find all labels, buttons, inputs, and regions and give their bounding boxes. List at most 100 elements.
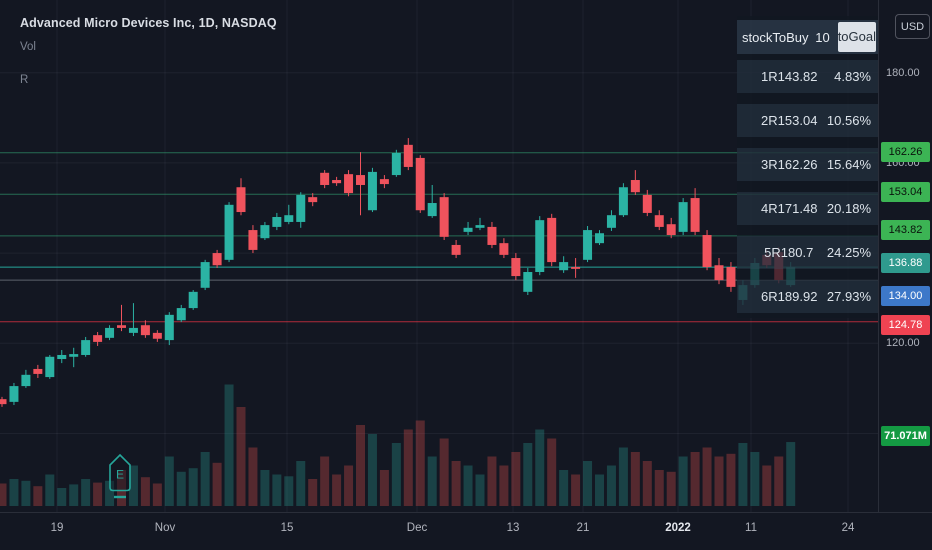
r-table-row[interactable]: 4R 171.48 20.18%	[737, 192, 878, 225]
volume-bar[interactable]	[583, 461, 593, 506]
volume-bar[interactable]	[176, 471, 186, 506]
volume-bar[interactable]	[272, 474, 282, 507]
candle[interactable]	[344, 170, 354, 197]
volume-bar[interactable]	[236, 407, 246, 506]
volume-bar[interactable]	[750, 452, 760, 506]
candle[interactable]	[571, 258, 581, 278]
volume-bar[interactable]	[463, 465, 473, 507]
volume-bar[interactable]	[69, 484, 79, 506]
volume-bar[interactable]	[117, 470, 126, 506]
candle[interactable]	[212, 249, 222, 268]
volume-bar[interactable]	[33, 486, 43, 506]
volume-bar[interactable]	[630, 452, 640, 506]
candle[interactable]	[618, 183, 628, 217]
candle[interactable]	[583, 226, 593, 263]
volume-bar[interactable]	[762, 465, 772, 507]
volume-bar[interactable]	[200, 452, 210, 506]
time-axis[interactable]: 19 Nov 15 Dec 13 21 2022 11 24	[0, 512, 932, 550]
volume-bar[interactable]	[81, 479, 91, 506]
candle[interactable]	[81, 336, 91, 357]
volume-bar[interactable]	[451, 461, 461, 506]
candle[interactable]	[523, 267, 533, 296]
volume-bar[interactable]	[714, 456, 724, 507]
r-table-row[interactable]: 1R 143.82 4.83%	[737, 60, 878, 93]
volume-bar[interactable]	[164, 456, 174, 507]
candle[interactable]	[487, 221, 497, 249]
volume-bar[interactable]	[152, 483, 162, 507]
candle[interactable]	[714, 258, 724, 285]
volume-bar[interactable]	[45, 474, 55, 507]
candle[interactable]	[654, 210, 664, 231]
candle[interactable]	[535, 216, 545, 276]
volume-bar[interactable]	[642, 461, 652, 506]
candle[interactable]	[188, 290, 198, 310]
volume-bar[interactable]	[21, 480, 31, 506]
candle[interactable]	[356, 152, 365, 216]
candle[interactable]	[248, 225, 258, 254]
volume-bar[interactable]	[308, 479, 318, 506]
volume-bar[interactable]	[248, 447, 258, 507]
volume-bar[interactable]	[547, 438, 557, 507]
candle[interactable]	[128, 303, 138, 337]
volume-bar[interactable]	[332, 474, 342, 507]
candle[interactable]	[630, 170, 640, 195]
candle[interactable]	[451, 239, 461, 259]
r-table-row[interactable]: 5R 180.7 24.25%	[737, 236, 878, 269]
candle[interactable]	[666, 217, 676, 239]
candle[interactable]	[439, 193, 449, 240]
volume-bar[interactable]	[212, 462, 222, 506]
volume-bar[interactable]	[678, 456, 688, 507]
volume-bar[interactable]	[499, 465, 509, 507]
candle[interactable]	[260, 221, 270, 240]
candle[interactable]	[702, 230, 712, 271]
volume-bar[interactable]	[260, 470, 270, 506]
volume-bar[interactable]	[415, 420, 425, 507]
candle[interactable]	[152, 330, 162, 342]
volume-bar[interactable]	[128, 465, 138, 507]
candle[interactable]	[45, 354, 55, 379]
togoal-button[interactable]: toGoal	[837, 22, 876, 52]
volume-bar[interactable]	[403, 429, 413, 507]
volume-bar[interactable]	[559, 470, 569, 506]
earnings-marker[interactable]: E	[107, 452, 133, 507]
volume-bar[interactable]	[654, 470, 664, 506]
candle[interactable]	[224, 202, 234, 263]
volume-bar[interactable]	[427, 456, 437, 507]
candle[interactable]	[105, 325, 115, 341]
candle[interactable]	[332, 176, 342, 186]
volume-bar[interactable]	[367, 434, 377, 506]
candle[interactable]	[547, 213, 557, 267]
volume-bar[interactable]	[284, 476, 294, 506]
candle[interactable]	[475, 217, 485, 231]
candle[interactable]	[0, 396, 7, 407]
candle[interactable]	[296, 192, 306, 228]
symbol-title[interactable]: Advanced Micro Devices Inc, 1D, NASDAQ	[20, 16, 277, 30]
volume-bar[interactable]	[595, 474, 604, 507]
volume-bar[interactable]	[320, 456, 330, 507]
candle[interactable]	[415, 155, 425, 213]
volume-bar[interactable]	[475, 474, 485, 507]
candle[interactable]	[236, 178, 246, 216]
volume-bar[interactable]	[379, 470, 389, 506]
candle[interactable]	[9, 382, 19, 406]
candle[interactable]	[403, 138, 413, 171]
candle[interactable]	[117, 304, 126, 332]
candle[interactable]	[559, 256, 569, 273]
volume-bar[interactable]	[618, 447, 628, 507]
volume-bar[interactable]	[535, 429, 545, 507]
r-table-row[interactable]: 3R 162.26 15.64%	[737, 148, 878, 181]
candle[interactable]	[690, 188, 700, 236]
candle[interactable]	[57, 350, 67, 364]
volume-indicator-label[interactable]: Vol	[20, 41, 36, 53]
volume-bar[interactable]	[606, 465, 616, 507]
volume-bar[interactable]	[571, 474, 581, 507]
candle[interactable]	[33, 364, 43, 378]
volume-bar[interactable]	[738, 443, 748, 506]
volume-bar[interactable]	[57, 488, 67, 506]
volume-bar[interactable]	[9, 479, 19, 506]
volume-bar[interactable]	[391, 443, 401, 506]
candle[interactable]	[69, 347, 79, 368]
volume-bar[interactable]	[224, 384, 234, 507]
candle[interactable]	[200, 259, 210, 291]
volume-bar[interactable]	[188, 468, 198, 506]
